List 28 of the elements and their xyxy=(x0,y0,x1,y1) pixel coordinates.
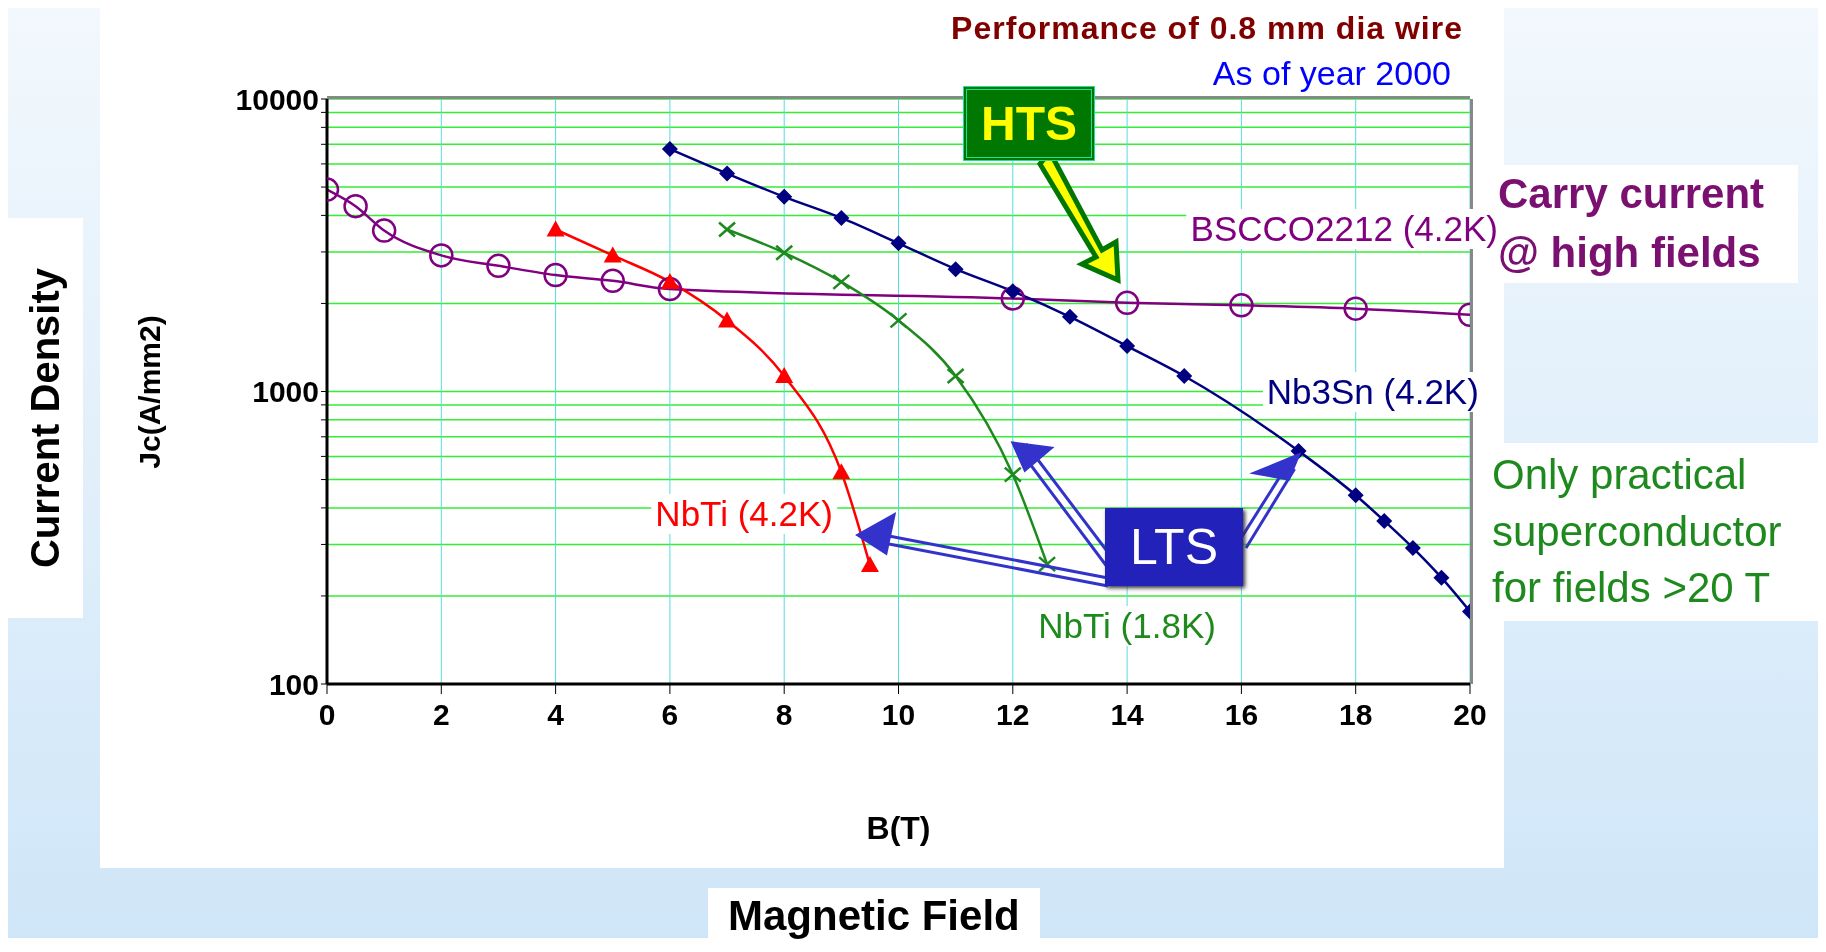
x-tick-label: 20 xyxy=(1453,698,1487,732)
series-label: Nb3Sn (4.2K) xyxy=(1262,371,1483,412)
x-tick-label: 16 xyxy=(1224,698,1259,732)
x-axis-title: B(T) xyxy=(865,810,932,847)
text: Current Density xyxy=(22,267,68,569)
annotation: HTS xyxy=(963,86,1095,161)
x-tick-label: 2 xyxy=(432,698,450,732)
x-tick-label: 14 xyxy=(1110,698,1145,732)
y-tick-label: 1000 xyxy=(252,375,319,409)
text: Carry current @ high fields xyxy=(1498,165,1798,283)
y-tick-label: 100 xyxy=(268,667,319,701)
x-tick-label: 0 xyxy=(318,698,336,732)
text: Only practical superconductor for fields >20 T xyxy=(1486,443,1826,622)
chart-title: Performance of 0.8 mm dia wire xyxy=(951,10,1463,47)
y-axis-title: Jc(A/mm2) xyxy=(133,314,167,469)
x-tick-label: 10 xyxy=(881,698,916,732)
annotation: LTS xyxy=(1105,508,1243,586)
series-label: BSCCO2212 (4.2K) xyxy=(1190,208,1498,248)
text: Magnetic Field xyxy=(708,888,1040,944)
x-tick-label: 6 xyxy=(661,698,679,732)
series-label: NbTi (4.2K) xyxy=(651,494,838,535)
x-tick-label: 12 xyxy=(996,698,1030,732)
series-label: NbTi (1.8K) xyxy=(1034,605,1220,646)
y-tick-label: 10000 xyxy=(235,82,319,116)
x-tick-label: 4 xyxy=(547,698,565,732)
x-tick-label: 8 xyxy=(775,698,793,732)
chart-subtitle: As of year 2000 xyxy=(1212,54,1451,93)
x-tick-label: 18 xyxy=(1339,698,1373,732)
